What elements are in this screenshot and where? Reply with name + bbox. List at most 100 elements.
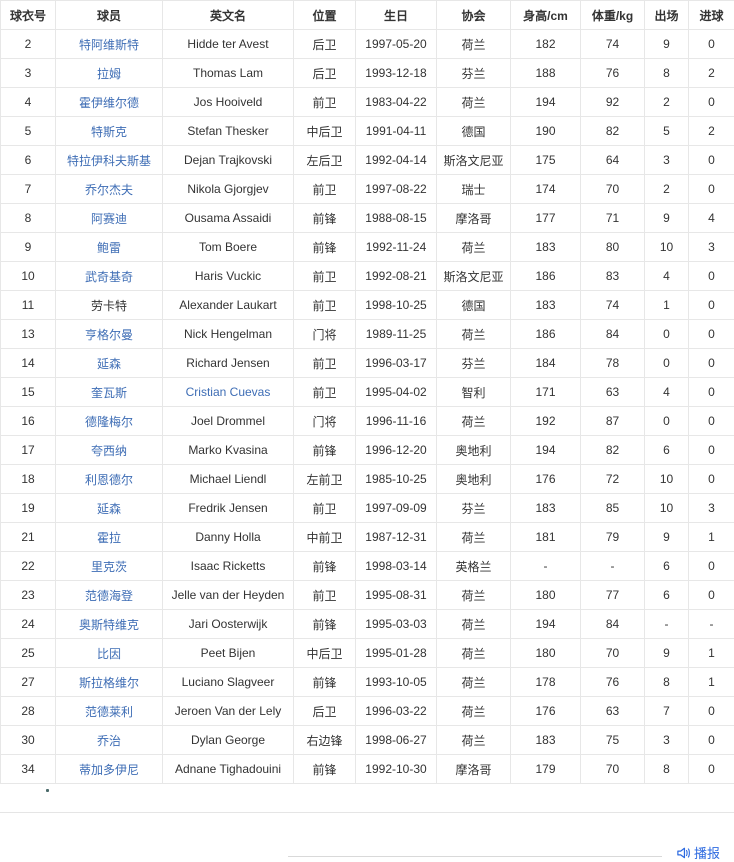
cell-出场: 7 [645, 697, 689, 726]
player-name-link[interactable]: 德隆梅尔 [85, 415, 133, 429]
player-name-link[interactable]: 武奇基奇 [85, 270, 133, 284]
tts-broadcast-button[interactable]: 播报 [676, 844, 720, 860]
cell-球员: 阿赛迪 [56, 204, 163, 233]
cell-出场: 9 [645, 639, 689, 668]
player-name-link[interactable]: 蒂加多伊尼 [79, 763, 139, 777]
column-header-0: 球衣号 [1, 1, 56, 30]
column-header-8: 出场 [645, 1, 689, 30]
player-en-name-link[interactable]: Cristian Cuevas [186, 385, 271, 399]
cell-协会: 斯洛文尼亚 [437, 146, 511, 175]
cell-英文名: Michael Liendl [163, 465, 294, 494]
player-name-link[interactable]: 利恩德尔 [85, 473, 133, 487]
player-name-link[interactable]: 拉姆 [97, 67, 121, 81]
player-name-link[interactable]: 奥斯特维克 [79, 618, 139, 632]
cell-协会: 荷兰 [437, 697, 511, 726]
cell-进球: 0 [689, 726, 734, 755]
cell-球员: 夸西纳 [56, 436, 163, 465]
player-name-link[interactable]: 比因 [97, 647, 121, 661]
player-name-link[interactable]: 夸西纳 [91, 444, 127, 458]
cell-进球: 0 [689, 755, 734, 784]
cell-体重/kg: 74 [581, 291, 645, 320]
player-name-link[interactable]: 里克茨 [91, 560, 127, 574]
cell-生日: 1995-03-03 [356, 610, 437, 639]
player-name-link[interactable]: 延森 [97, 357, 121, 371]
cell-球衣号: 30 [1, 726, 56, 755]
player-name-link[interactable]: 亨格尔曼 [85, 328, 133, 342]
cell-球员: 延森 [56, 494, 163, 523]
cell-球员: 范德莱利 [56, 697, 163, 726]
cell-位置: 前卫 [294, 262, 356, 291]
cell-协会: 芬兰 [437, 349, 511, 378]
cell-进球: 3 [689, 494, 734, 523]
cell-协会: 奥地利 [437, 465, 511, 494]
cell-位置: 前锋 [294, 610, 356, 639]
cell-球员: 鲍雷 [56, 233, 163, 262]
player-name-link[interactable]: 霍拉 [97, 531, 121, 545]
cell-球员: 乔尔杰夫 [56, 175, 163, 204]
cell-位置: 前卫 [294, 291, 356, 320]
cell-进球: 1 [689, 668, 734, 697]
cell-球员: 霍伊维尔德 [56, 88, 163, 117]
cell-球衣号: 17 [1, 436, 56, 465]
cell-生日: 1997-09-09 [356, 494, 437, 523]
cell-位置: 中后卫 [294, 117, 356, 146]
player-name-link[interactable]: 特阿维斯特 [79, 38, 139, 52]
cell-位置: 前锋 [294, 755, 356, 784]
cell-出场: 8 [645, 755, 689, 784]
player-name-link[interactable]: 范德莱利 [85, 705, 133, 719]
cell-球员: 亨格尔曼 [56, 320, 163, 349]
cell-球员: 劳卡特 [56, 291, 163, 320]
player-name-link[interactable]: 特拉伊科夫斯基 [67, 154, 151, 168]
player-name-link[interactable]: 奎瓦斯 [91, 386, 127, 400]
cell-体重/kg: 78 [581, 349, 645, 378]
player-name-link[interactable]: 延森 [97, 502, 121, 516]
cell-协会: 荷兰 [437, 88, 511, 117]
cell-协会: 摩洛哥 [437, 755, 511, 784]
cell-协会: 英格兰 [437, 552, 511, 581]
cell-进球: 0 [689, 320, 734, 349]
cell-英文名: Joel Drommel [163, 407, 294, 436]
cell-体重/kg: 74 [581, 30, 645, 59]
cell-体重/kg: 84 [581, 610, 645, 639]
cell-身高/cm: 192 [511, 407, 581, 436]
player-name-link[interactable]: 乔尔杰夫 [85, 183, 133, 197]
cell-进球: 0 [689, 88, 734, 117]
cell-球员: 特阿维斯特 [56, 30, 163, 59]
cell-身高/cm: 180 [511, 639, 581, 668]
cell-英文名: Dylan George [163, 726, 294, 755]
column-header-7: 体重/kg [581, 1, 645, 30]
player-name-link[interactable]: 阿赛迪 [91, 212, 127, 226]
cell-身高/cm: 174 [511, 175, 581, 204]
cell-英文名: Dejan Trajkovski [163, 146, 294, 175]
cell-协会: 瑞士 [437, 175, 511, 204]
cell-生日: 1985-10-25 [356, 465, 437, 494]
player-name-link[interactable]: 范德海登 [85, 589, 133, 603]
cell-球衣号: 6 [1, 146, 56, 175]
cell-进球: 2 [689, 59, 734, 88]
player-name-link[interactable]: 霍伊维尔德 [79, 96, 139, 110]
player-name-link[interactable]: 乔治 [97, 734, 121, 748]
cell-协会: 荷兰 [437, 320, 511, 349]
cell-球衣号: 10 [1, 262, 56, 291]
cell-协会: 德国 [437, 291, 511, 320]
cell-球衣号: 8 [1, 204, 56, 233]
player-name-link[interactable]: 特斯克 [91, 125, 127, 139]
cell-球衣号: 3 [1, 59, 56, 88]
cell-英文名: Alexander Laukart [163, 291, 294, 320]
cell-生日: 1997-05-20 [356, 30, 437, 59]
cell-出场: 0 [645, 349, 689, 378]
cell-身高/cm: 179 [511, 755, 581, 784]
player-name-link[interactable]: 斯拉格维尔 [79, 676, 139, 690]
cell-英文名: Adnane Tighadouini [163, 755, 294, 784]
cell-位置: 前卫 [294, 349, 356, 378]
cell-球衣号: 19 [1, 494, 56, 523]
cell-体重/kg: 70 [581, 175, 645, 204]
player-name-link[interactable]: 鲍雷 [97, 241, 121, 255]
